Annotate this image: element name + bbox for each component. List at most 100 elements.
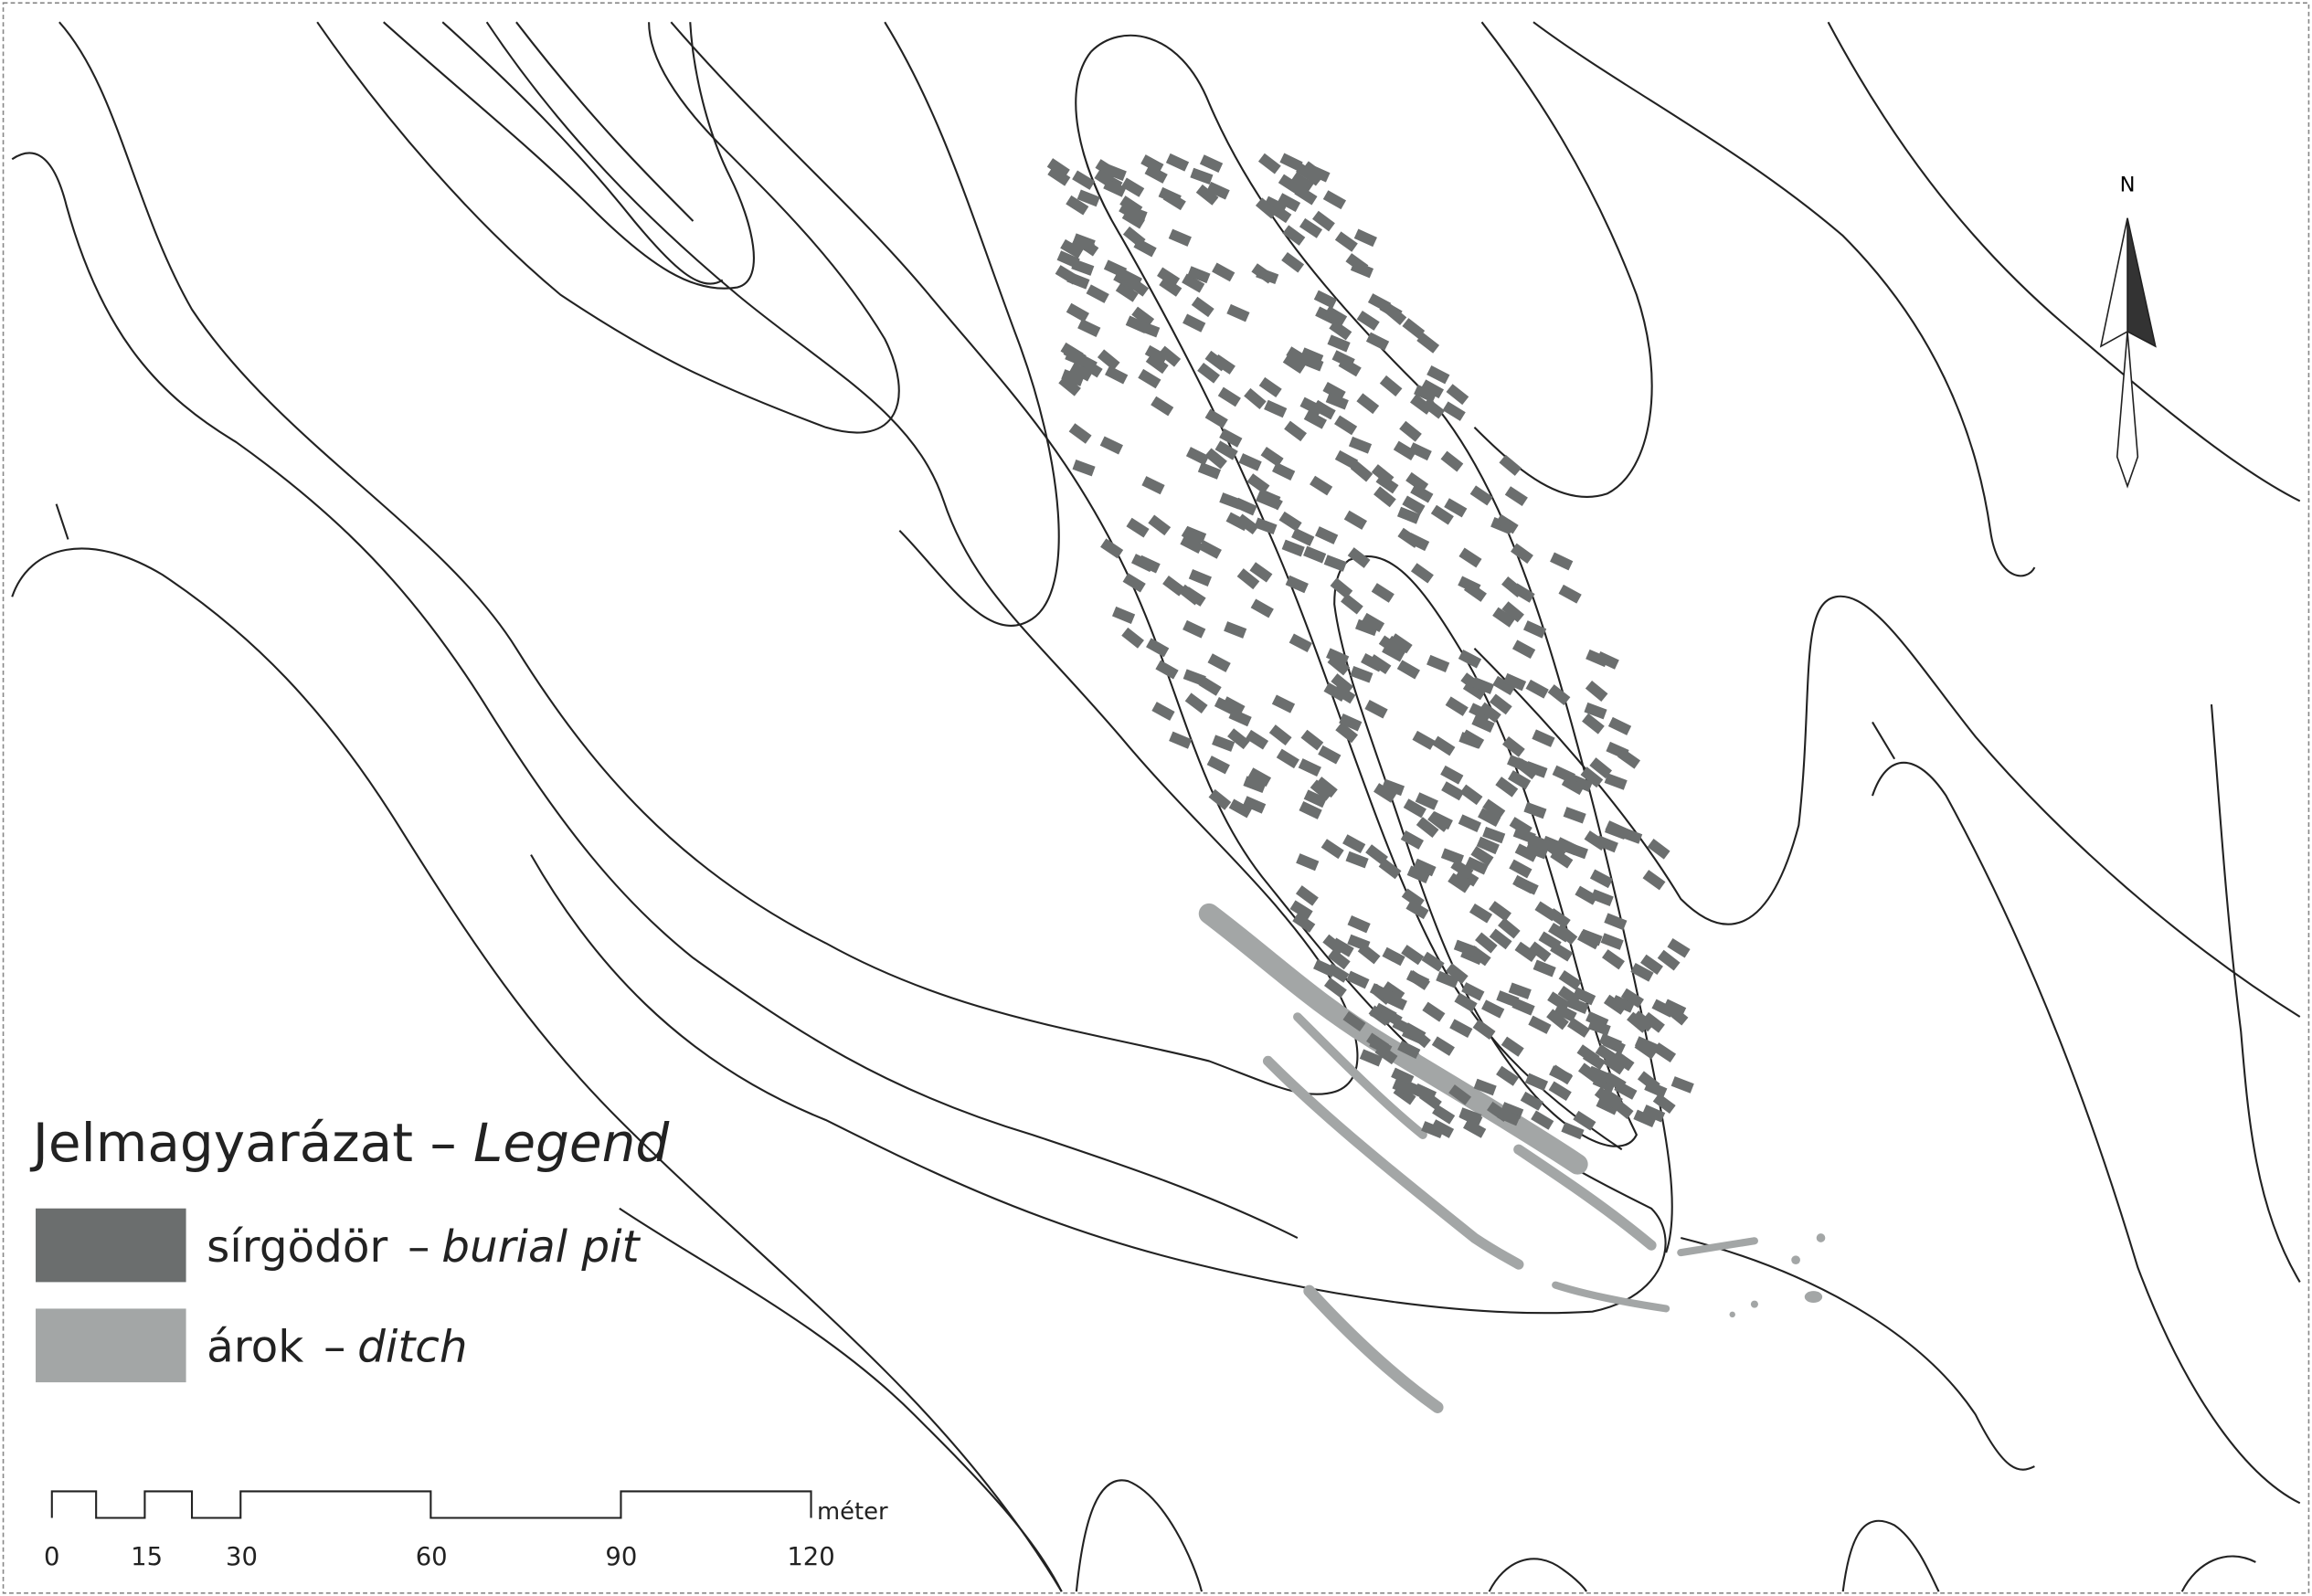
burial-pit xyxy=(1657,949,1681,971)
burial-pit xyxy=(1322,382,1346,401)
burial-pit xyxy=(1146,638,1170,658)
burial-pit xyxy=(1389,633,1413,654)
burial-pit xyxy=(1413,858,1437,877)
burial-pit xyxy=(1077,319,1101,337)
burial-pit xyxy=(1224,621,1247,639)
legend-separator: – xyxy=(323,1322,345,1373)
burial-pit xyxy=(1257,489,1281,507)
burial-pit xyxy=(1547,684,1571,706)
burial-pit xyxy=(1181,526,1204,547)
burial-pit xyxy=(1367,293,1392,312)
burial-pit xyxy=(1138,368,1161,389)
burial-pit xyxy=(1495,513,1519,534)
burial-pit xyxy=(1448,1084,1472,1105)
burial-pit xyxy=(1469,703,1492,722)
burial-pit xyxy=(1641,1105,1666,1123)
burial-pit xyxy=(1450,859,1474,880)
burial-pit xyxy=(1514,843,1538,862)
burial-pit xyxy=(1573,1110,1596,1131)
burial-pit xyxy=(1222,696,1246,715)
burial-pit xyxy=(1416,817,1439,839)
burial-pit xyxy=(1072,460,1096,477)
contour-line xyxy=(884,21,1060,627)
burial-pit xyxy=(1289,900,1313,920)
legend-separator: – xyxy=(408,1221,430,1273)
burial-pit xyxy=(1356,311,1380,331)
burial-pit xyxy=(1546,1009,1569,1031)
burial-pit xyxy=(1183,669,1206,686)
burial-pit xyxy=(1421,1121,1445,1139)
contour-line xyxy=(1872,721,1896,760)
burial-pit xyxy=(1144,344,1169,365)
burial-pit xyxy=(1198,676,1222,696)
burial-pit xyxy=(1121,177,1145,197)
burial-pit xyxy=(1453,939,1477,957)
burial-pit xyxy=(1282,225,1306,246)
burial-pit xyxy=(1361,653,1384,672)
burial-pit xyxy=(1557,986,1581,1007)
burial-pit xyxy=(1575,885,1598,905)
burial-pit xyxy=(1245,729,1269,750)
burial-pit xyxy=(1379,375,1403,396)
burial-pit xyxy=(1302,161,1325,182)
burial-pit xyxy=(1620,988,1644,1009)
burial-pit xyxy=(1323,305,1348,326)
burial-pit xyxy=(1469,904,1493,924)
burial-pit xyxy=(1441,781,1465,801)
burial-pit xyxy=(1432,1104,1456,1125)
burial-pit xyxy=(1199,154,1224,173)
burial-pit xyxy=(1550,1064,1574,1085)
burial-pit xyxy=(1378,858,1402,880)
burial-pit xyxy=(1294,185,1318,206)
burial-pit xyxy=(1187,266,1211,284)
burial-pit xyxy=(1190,167,1214,185)
ditch-fragment xyxy=(1729,1311,1735,1318)
burial-pit xyxy=(1509,859,1532,879)
burial-pit xyxy=(1300,729,1324,751)
legend-title-hu: Jelmagyarázat xyxy=(30,1112,413,1174)
burial-pit xyxy=(1531,1110,1554,1130)
burial-pit xyxy=(1445,963,1469,985)
burial-pit xyxy=(1402,495,1426,515)
scale-tick-label: 60 xyxy=(416,1543,448,1571)
burial-pit xyxy=(1264,399,1288,418)
burial-pit xyxy=(1105,365,1129,385)
burial-pit xyxy=(1459,1108,1483,1127)
burial-pit xyxy=(1602,1054,1626,1075)
burial-pit xyxy=(1475,932,1498,954)
burial-pit xyxy=(1587,1019,1611,1036)
burial-pit xyxy=(1374,1043,1398,1065)
burial-pit xyxy=(1277,193,1301,212)
burial-pit xyxy=(1579,928,1603,946)
legend-label: árok – ditch xyxy=(207,1322,467,1373)
burial-pit xyxy=(1534,901,1558,922)
burial-pit xyxy=(1397,1040,1421,1060)
burial-pit xyxy=(1416,333,1440,354)
burial-pit xyxy=(1420,379,1445,399)
burial-pit xyxy=(1325,392,1349,410)
burial-pit xyxy=(1347,914,1371,934)
burial-pit xyxy=(1527,833,1551,851)
burial-pit xyxy=(1278,511,1302,532)
burial-pit xyxy=(1331,350,1355,369)
burial-pit xyxy=(1445,696,1469,716)
burial-pit xyxy=(1523,801,1547,819)
contour-line xyxy=(1681,1236,2035,1471)
burial-pit xyxy=(1507,755,1531,773)
burial-pit xyxy=(1520,1091,1543,1111)
burial-pit xyxy=(1300,354,1324,372)
burial-pit xyxy=(1335,722,1359,744)
burial-pit xyxy=(1323,977,1347,999)
burial-pit xyxy=(1422,1001,1446,1022)
contours xyxy=(11,21,2301,1592)
burial-pit xyxy=(1415,792,1438,810)
burial-pit xyxy=(1243,796,1267,814)
burial-pit xyxy=(1332,683,1356,704)
burial-pit xyxy=(1303,789,1327,809)
burial-pit xyxy=(1458,649,1482,669)
burial-pit xyxy=(1418,1089,1442,1110)
burial-pit xyxy=(1228,798,1252,819)
burial-pit xyxy=(1165,153,1190,172)
burial-pit xyxy=(1499,454,1522,476)
